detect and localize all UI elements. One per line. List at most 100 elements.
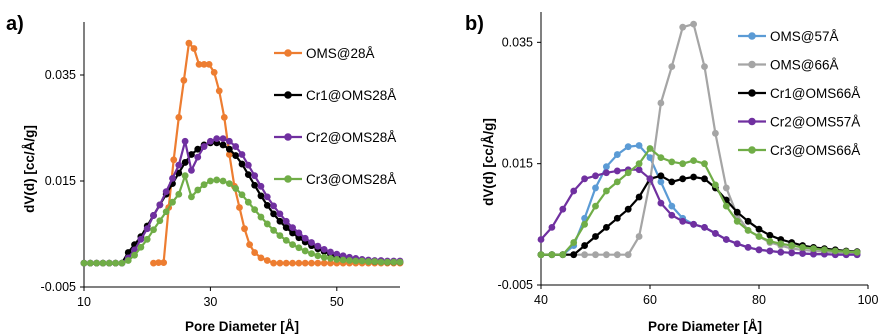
data-point [295, 229, 303, 237]
data-point [232, 185, 240, 192]
data-point [295, 244, 303, 252]
data-point [799, 250, 806, 257]
data-point [308, 250, 315, 258]
data-point [276, 210, 284, 218]
data-point [160, 259, 168, 267]
data-point [853, 248, 861, 256]
data-point [210, 68, 218, 76]
data-point [207, 177, 214, 185]
data-point [185, 39, 193, 47]
data-point [657, 178, 665, 186]
legend-entry: Cr1@OMS66Å [738, 86, 860, 101]
data-point [690, 220, 697, 228]
data-point [570, 239, 578, 246]
data-point [358, 257, 366, 265]
data-point [668, 158, 676, 166]
data-point [225, 145, 233, 153]
legend-label: Cr1@OMS66Å [770, 86, 860, 101]
data-point [320, 253, 328, 261]
data-point [603, 163, 610, 171]
data-point [383, 258, 391, 266]
panel-b-y-tick-label: -0.005 [498, 278, 533, 292]
data-point [690, 173, 697, 181]
data-point [289, 259, 296, 267]
data-point [581, 175, 588, 183]
data-point [744, 227, 752, 234]
data-point [276, 232, 284, 239]
panel-b-y-tick-label: 0.015 [502, 157, 533, 171]
panel-a-y-axis-title: dV(d) [cc/Å/g] [22, 125, 37, 213]
legend-marker [284, 49, 292, 57]
panel-b-series-3 [537, 166, 861, 259]
data-point [270, 202, 277, 210]
data-point [194, 145, 202, 153]
panel-a-series-1 [80, 139, 404, 267]
data-point [537, 251, 545, 259]
data-point [156, 217, 164, 225]
data-point [346, 257, 353, 264]
data-point [282, 236, 290, 244]
data-point [613, 178, 621, 186]
data-point [668, 211, 676, 219]
data-point [169, 198, 176, 206]
data-point [194, 186, 202, 194]
data-point [251, 249, 259, 256]
panel-b-series-0 [537, 142, 861, 259]
data-point [810, 250, 817, 258]
data-point [603, 223, 610, 231]
data-point [232, 143, 240, 150]
legend-label: OMS@28Å [306, 46, 374, 61]
data-point [181, 159, 189, 166]
data-point [624, 251, 632, 259]
data-point [241, 225, 248, 233]
data-point [690, 157, 697, 165]
data-point [657, 154, 665, 162]
data-point [788, 249, 796, 257]
series-line [541, 174, 858, 256]
data-point [755, 246, 763, 254]
panel-b: b) dV(d) [cc/Å/g] Pore Diameter [Å] -0.0… [465, 12, 878, 334]
data-point [613, 151, 621, 158]
legend-marker [748, 60, 756, 69]
data-point [213, 135, 221, 143]
data-point [390, 258, 398, 266]
panel-b-x-tick-label: 40 [534, 293, 548, 307]
data-point [93, 259, 101, 267]
data-point [613, 251, 621, 259]
data-point [766, 247, 774, 255]
data-point [333, 250, 341, 258]
data-point [799, 243, 806, 251]
panel-a-x-tick-label: 10 [77, 295, 91, 309]
panel-b-y-tick-label: 0.035 [502, 35, 533, 49]
data-point [263, 257, 271, 264]
data-point [188, 167, 195, 174]
data-point [246, 241, 253, 249]
legend-marker [748, 117, 756, 126]
data-point [733, 240, 741, 248]
data-point [320, 245, 328, 253]
panel-a-x-axis-title: Pore Diameter [Å] [185, 319, 299, 334]
legend-entry: OMS@57Å [738, 29, 838, 44]
data-point [232, 152, 240, 159]
data-point [270, 226, 277, 234]
data-point [162, 208, 170, 216]
legend-label: Cr2@OMS57Å [770, 115, 860, 130]
data-point [365, 258, 372, 265]
panel-a-x-tick-label: 30 [203, 295, 217, 309]
data-point [251, 206, 259, 214]
data-point [200, 181, 208, 189]
data-point [722, 202, 730, 210]
data-point [80, 259, 88, 267]
data-point [744, 217, 752, 225]
data-point [238, 160, 246, 168]
data-point [603, 187, 610, 195]
panel-a-series-2 [80, 135, 404, 267]
data-point [200, 61, 208, 68]
data-point [162, 188, 170, 196]
data-point [635, 142, 643, 149]
data-point [679, 23, 687, 31]
panel-a-label: a) [6, 13, 24, 35]
data-point [188, 151, 195, 158]
data-point [646, 154, 654, 162]
legend-entry: OMS@28Å [274, 46, 374, 61]
